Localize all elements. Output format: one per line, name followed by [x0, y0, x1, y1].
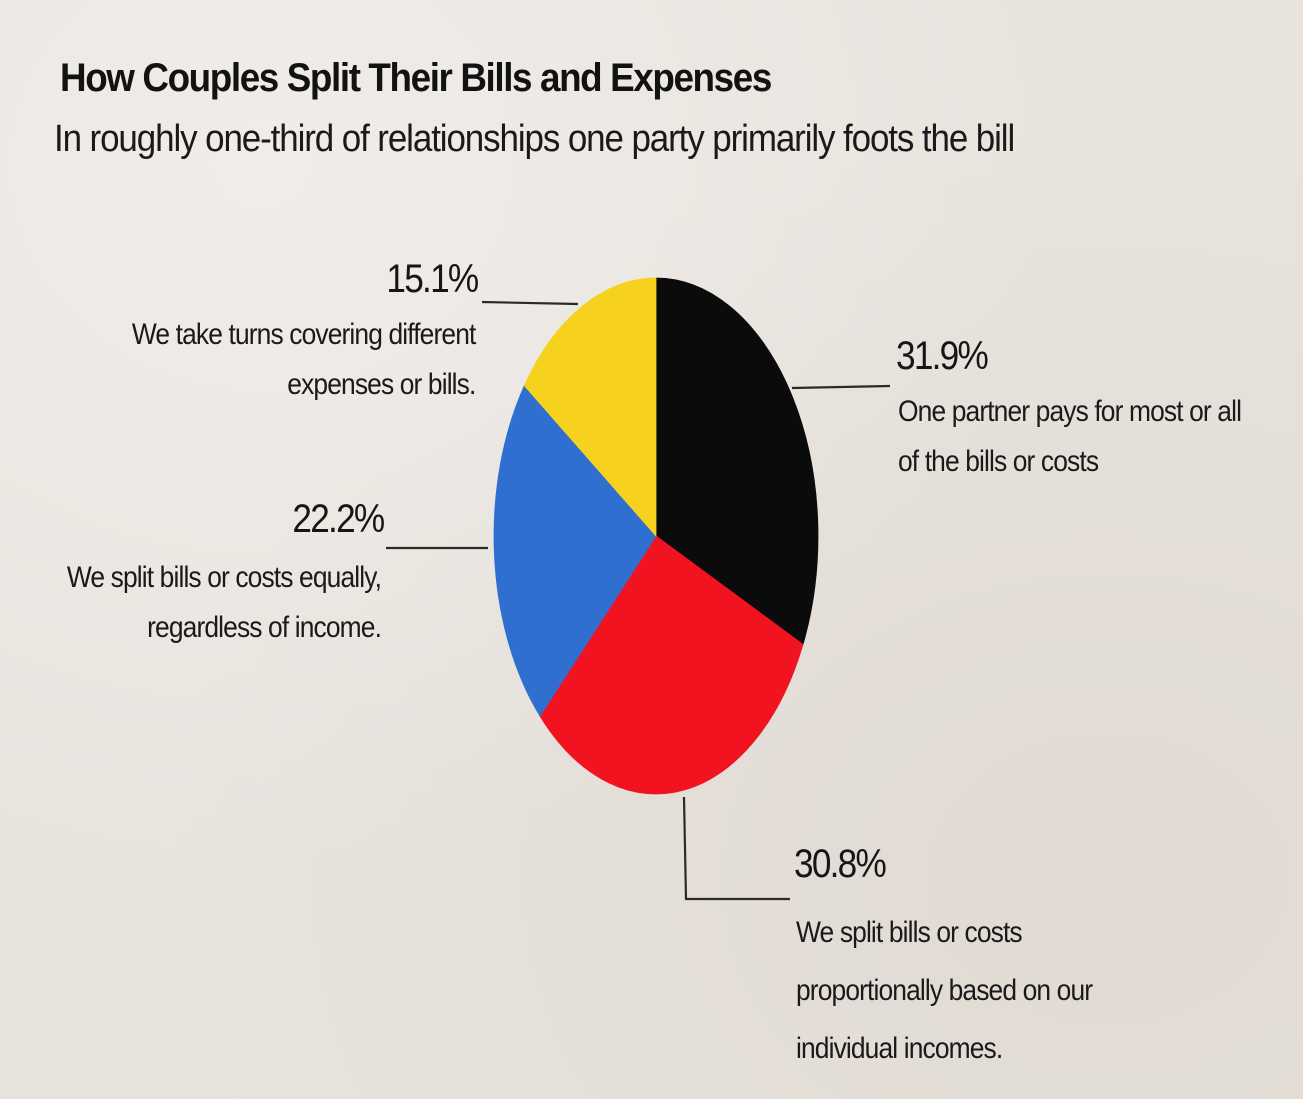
data-label-black-description: One partner pays for most or all of the …	[898, 387, 1242, 487]
pie-slices	[493, 277, 819, 795]
description-line: individual incomes.	[796, 1032, 1003, 1065]
description-line: proportionally based on our	[796, 974, 1093, 1007]
data-label-red-description: We split bills or costs proportionally b…	[796, 904, 1093, 1078]
data-label-blue-value: 22.2%	[291, 497, 385, 541]
data-label-black-value: 31.9%	[896, 334, 989, 378]
pie-slice-blue	[493, 384, 657, 717]
data-label-blue-description: We split bills or costs equally, regardl…	[66, 553, 382, 653]
chart-title: How Couples Split Their Bills and Expens…	[60, 56, 772, 100]
pie-slice-black	[655, 277, 819, 646]
pie-slice-red	[539, 535, 804, 795]
description-line: regardless of income.	[147, 611, 382, 644]
chart-subtitle: In roughly one-third of relationships on…	[54, 118, 1015, 160]
description-line: We take turns covering different	[131, 318, 475, 351]
leader-lines	[386, 300, 891, 901]
data-label-yellow-description: We take turns covering different expense…	[131, 310, 475, 410]
data-label-red-value: 30.8%	[794, 842, 887, 886]
data-label-yellow-value: 15.1%	[385, 257, 479, 301]
leader-line-red	[682, 796, 790, 901]
leader-line-yellow	[481, 300, 579, 306]
description-line: We split bills or costs	[796, 916, 1023, 949]
description-line: of the bills or costs	[898, 445, 1099, 478]
pie-slice-yellow	[523, 277, 657, 538]
description-line: We split bills or costs equally,	[66, 561, 382, 594]
description-line: expenses or bills.	[286, 368, 476, 401]
leader-line-black	[791, 384, 891, 390]
description-line: One partner pays for most or all	[898, 395, 1242, 428]
